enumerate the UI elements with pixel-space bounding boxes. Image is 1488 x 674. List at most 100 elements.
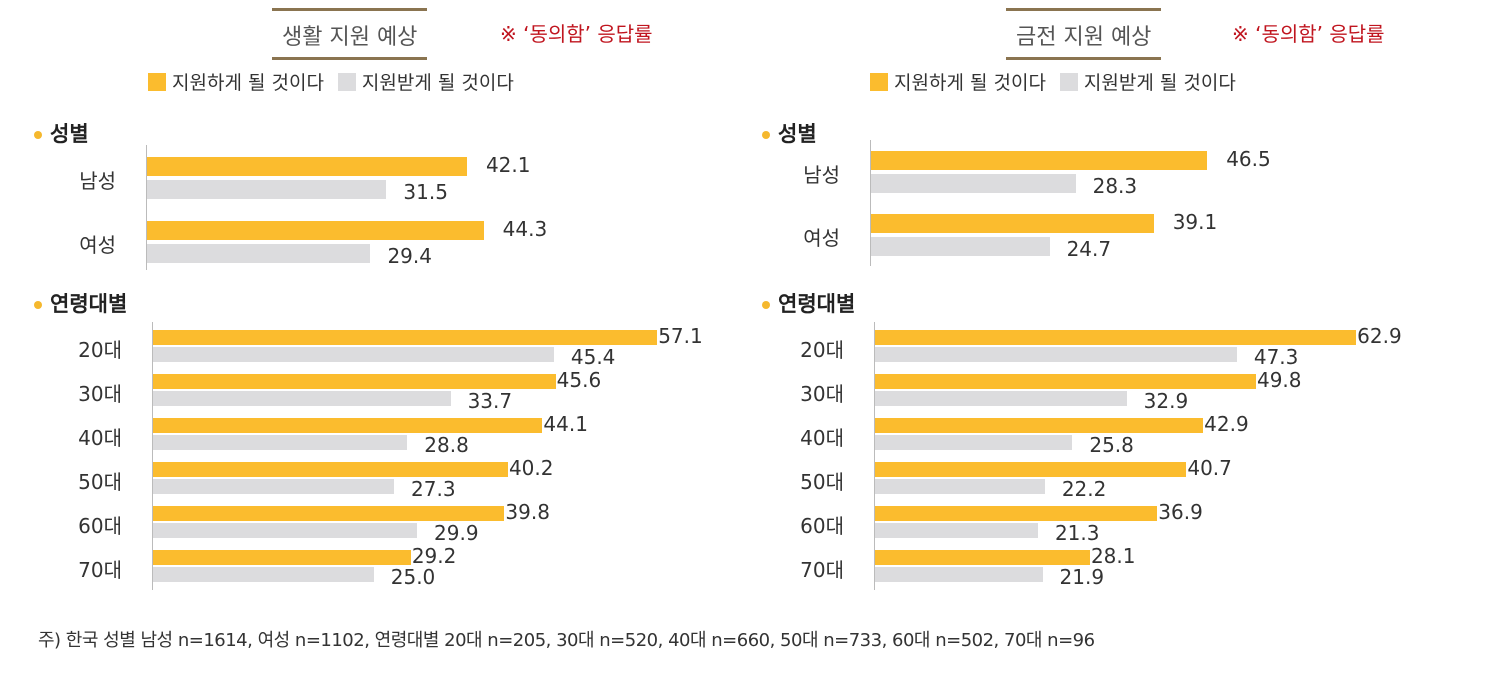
bar-support-give	[875, 550, 1090, 565]
bar-support-give	[153, 506, 505, 521]
bar-support-receive	[153, 567, 374, 582]
bar-support-receive	[875, 567, 1043, 582]
value-label-receive: 21.9	[1059, 565, 1105, 589]
bar-support-receive	[153, 479, 395, 494]
bar-support-give	[871, 151, 1208, 170]
bar-support-give	[875, 462, 1187, 477]
category-label: 70대	[78, 558, 122, 582]
bar-support-give	[153, 550, 411, 565]
legend-label: 지원하게 될 것이다	[894, 72, 1046, 94]
category-label: 30대	[78, 382, 122, 406]
value-label-receive: 45.4	[570, 345, 616, 369]
category-label: 여성	[803, 226, 840, 250]
legend-swatch	[148, 72, 166, 91]
category-label: 60대	[800, 514, 844, 538]
value-label-receive: 47.3	[1253, 345, 1299, 369]
bar-support-give	[153, 330, 658, 345]
category-label: 여성	[79, 233, 116, 257]
value-label-give: 36.9	[1158, 500, 1203, 524]
bar-support-give	[147, 157, 467, 176]
category-label: 20대	[800, 338, 844, 362]
value-label-give: 29.2	[411, 544, 457, 568]
legend-swatch	[870, 72, 888, 91]
bullet-icon	[34, 131, 42, 139]
section-label: 성별	[50, 122, 89, 146]
value-label-receive: 22.2	[1061, 477, 1107, 501]
value-label-give: 62.9	[1357, 324, 1402, 348]
bullet-icon	[762, 301, 770, 309]
bar-support-receive	[871, 237, 1050, 256]
section-label: 연령대별	[778, 292, 856, 316]
value-label-receive: 28.3	[1092, 174, 1138, 198]
section-label: 연령대별	[50, 292, 128, 316]
value-label-receive: 33.7	[467, 389, 513, 413]
category-label: 남성	[79, 169, 116, 193]
value-label-receive: 27.3	[411, 477, 456, 501]
section-label: 성별	[778, 122, 817, 146]
value-label-give: 40.7	[1187, 456, 1232, 480]
bar-support-give	[153, 418, 543, 433]
bar-support-receive	[875, 523, 1038, 538]
bar-support-give	[875, 374, 1256, 389]
bullet-icon	[762, 131, 770, 139]
axis-line	[152, 322, 153, 590]
value-label-give: 57.1	[658, 324, 703, 348]
bar-support-receive	[871, 174, 1076, 193]
category-label: 20대	[78, 338, 122, 362]
value-label-receive: 24.7	[1066, 237, 1112, 261]
bar-support-give	[153, 374, 556, 389]
bar-support-give	[875, 506, 1158, 521]
bar-support-give	[147, 221, 484, 240]
value-label-give: 46.5	[1226, 147, 1271, 171]
bar-support-receive	[875, 347, 1237, 362]
section-heading-age: 연령대별	[34, 288, 127, 318]
value-label-give: 42.9	[1204, 412, 1249, 436]
axis-line	[146, 145, 147, 270]
bar-support-receive	[153, 523, 418, 538]
category-label: 40대	[800, 426, 844, 450]
legend: 지원하게 될 것이다 지원받게 될 것이다	[148, 68, 522, 95]
category-label: 60대	[78, 514, 122, 538]
value-label-receive: 32.9	[1143, 389, 1189, 413]
category-label: 40대	[78, 426, 122, 450]
value-label-receive: 29.9	[434, 521, 479, 545]
legend-swatch	[1059, 72, 1078, 91]
legend: 지원하게 될 것이다 지원받게 될 것이다	[870, 68, 1244, 95]
section-heading-gender: 성별	[34, 118, 89, 148]
bar-support-receive	[875, 435, 1073, 450]
value-label-receive: 28.8	[424, 433, 469, 457]
bar-support-receive	[875, 391, 1127, 406]
category-label: 50대	[800, 470, 844, 494]
category-label: 30대	[800, 382, 844, 406]
value-label-give: 40.2	[508, 456, 554, 480]
value-label-receive: 25.8	[1089, 433, 1134, 457]
value-label-receive: 31.5	[403, 180, 448, 204]
footnote: 주) 한국 성별 남성 n=1614, 여성 n=1102, 연령대별 20대 …	[38, 630, 1095, 651]
bar-support-receive	[153, 347, 554, 362]
bar-support-give	[153, 462, 508, 477]
bar-support-receive	[875, 479, 1045, 494]
axis-line	[874, 322, 875, 590]
value-label-receive: 29.4	[387, 244, 432, 268]
bar-support-receive	[147, 244, 371, 263]
legend-swatch	[337, 72, 356, 91]
chart-title: 금전 지원 예상	[1006, 8, 1162, 60]
value-label-give: 44.1	[543, 412, 588, 436]
axis-line	[870, 140, 871, 266]
category-label: 70대	[800, 558, 844, 582]
value-label-give: 49.8	[1256, 368, 1302, 392]
value-label-give: 44.3	[502, 217, 548, 241]
bar-support-give	[871, 214, 1154, 233]
section-heading-age: 연령대별	[762, 288, 855, 318]
value-label-receive: 21.3	[1054, 521, 1100, 545]
section-heading-gender: 성별	[762, 118, 817, 148]
category-label: 50대	[78, 470, 122, 494]
bullet-icon	[34, 301, 42, 309]
agree-rate-note: ※ ‘동의함’ 응답률	[500, 22, 653, 46]
chart-title: 생활 지원 예상	[272, 8, 428, 60]
bar-support-receive	[153, 391, 451, 406]
value-label-give: 45.6	[556, 368, 602, 392]
value-label-receive: 25.0	[390, 565, 436, 589]
bar-support-receive	[147, 180, 387, 199]
value-label-give: 39.8	[505, 500, 550, 524]
